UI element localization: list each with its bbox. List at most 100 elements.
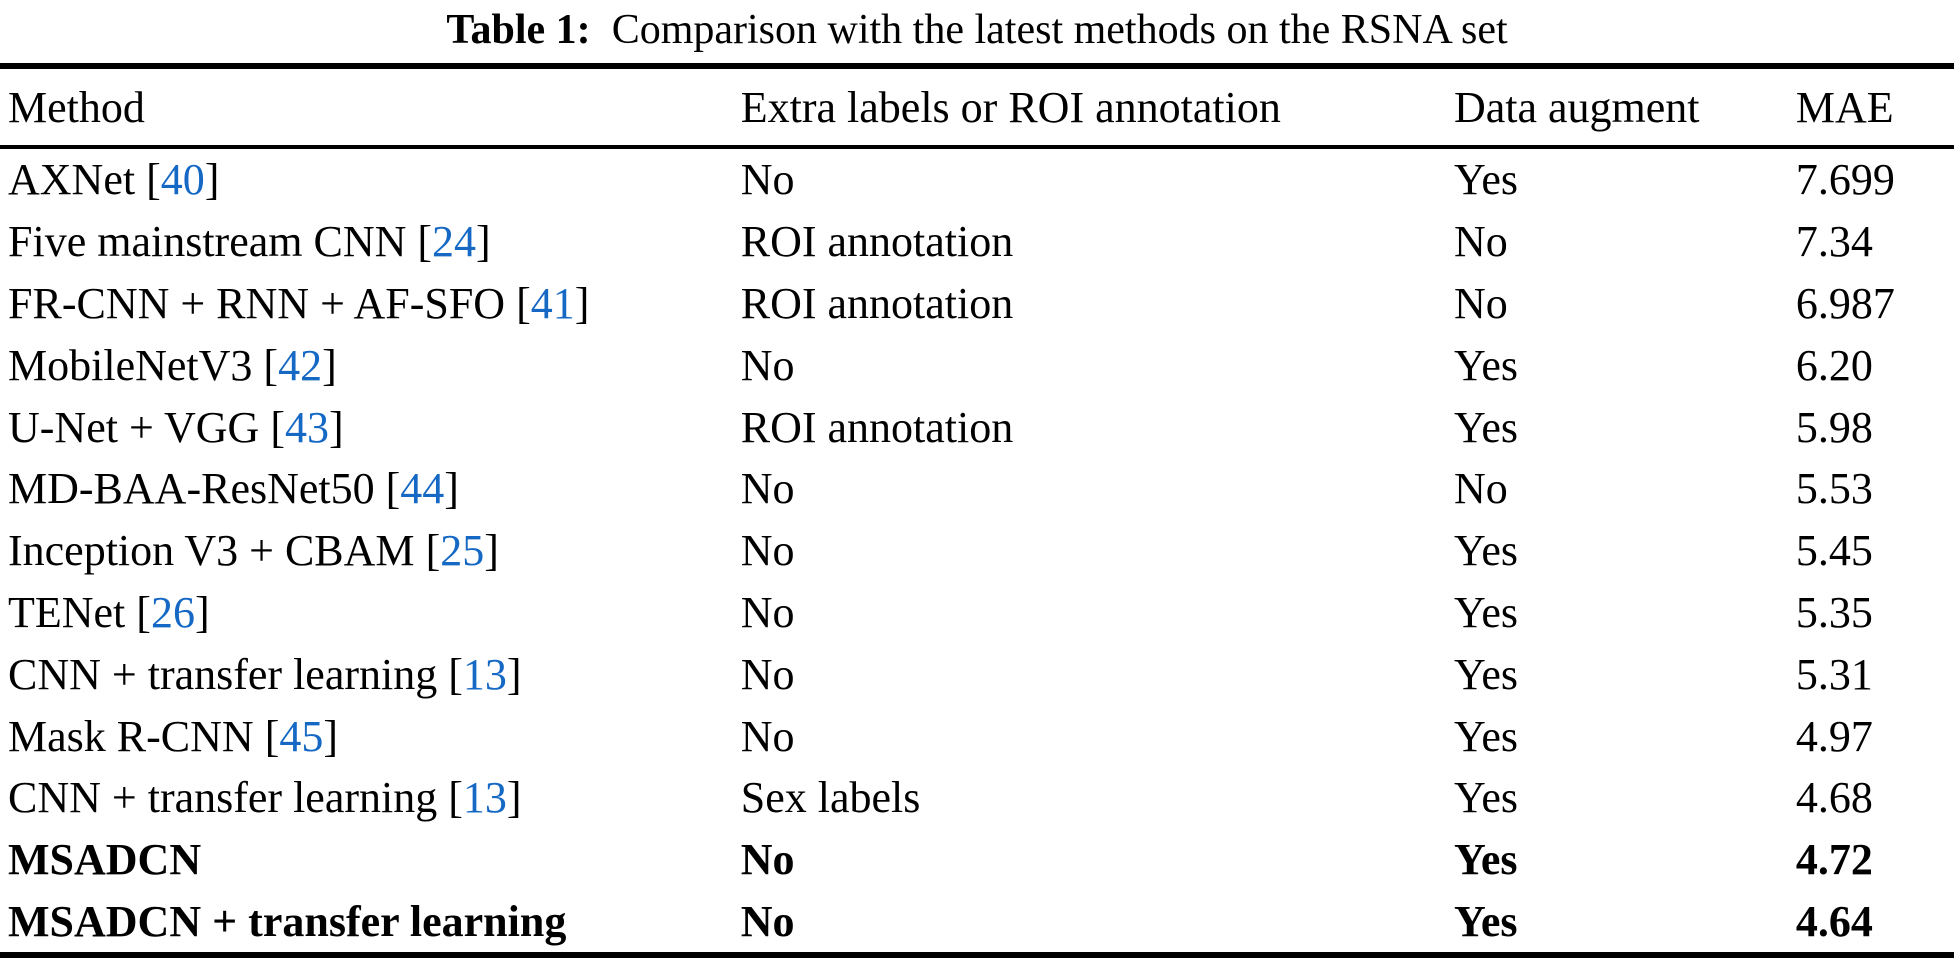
extra-labels-cell: No bbox=[740, 649, 795, 699]
extra-labels-cell: No bbox=[740, 896, 795, 946]
data-augment-cell: Yes bbox=[1453, 402, 1518, 452]
mae-cell: 5.35 bbox=[1795, 587, 1873, 637]
method-cell: CNN + transfer learning [13] bbox=[8, 773, 522, 823]
mae-cell: 5.98 bbox=[1795, 402, 1873, 452]
extra-labels-cell: No bbox=[740, 340, 795, 390]
citation-link[interactable]: 40 bbox=[160, 155, 205, 205]
data-augment-cell: Yes bbox=[1453, 526, 1518, 576]
citation-link[interactable]: 41 bbox=[530, 278, 575, 328]
data-augment-cell: Yes bbox=[1453, 711, 1518, 761]
extra-labels-cell: No bbox=[740, 835, 795, 885]
data-augment-cell: No bbox=[1453, 464, 1508, 514]
method-cell: MSADCN bbox=[0, 829, 733, 891]
extra-labels-cell: No bbox=[740, 711, 795, 761]
table-row: MSADCN No Yes 4.72 bbox=[0, 829, 1954, 891]
table-row: CNN + transfer learning [13] Sex labels Ye… bbox=[0, 767, 1954, 829]
citation-link[interactable]: 13 bbox=[462, 773, 507, 823]
data-augment-cell: Yes bbox=[1453, 835, 1518, 885]
mae-cell: 5.53 bbox=[1795, 464, 1873, 514]
table-row: Five mainstream CNN [24] ROI annotation No… bbox=[0, 211, 1954, 273]
extra-labels-cell: Sex labels bbox=[740, 773, 921, 823]
table-row: AXNet [40] No Yes 7.699 bbox=[0, 147, 1954, 211]
method-name: Inception V3 + CBAM bbox=[8, 526, 415, 576]
citation-link[interactable]: 26 bbox=[150, 587, 195, 637]
table-row: TENet [26] No Yes 5.35 bbox=[0, 582, 1954, 644]
table-header-row: Method Extra labels or ROI annotation Da… bbox=[0, 66, 1954, 149]
data-augment-cell: Yes bbox=[1453, 773, 1518, 823]
method-cell: MobileNetV3 [42] bbox=[8, 340, 337, 390]
method-name: MSADCN + transfer learning bbox=[8, 896, 567, 946]
table-row: CNN + transfer learning [13] No Yes 5.31 bbox=[0, 643, 1954, 705]
mae-cell: 6.20 bbox=[1795, 340, 1873, 390]
table-caption-body: Comparison with the latest methods on th… bbox=[611, 7, 1508, 53]
mae-cell: 7.699 bbox=[1795, 155, 1895, 205]
table-row: FR-CNN + RNN + AF-SFO [41] ROI annotation… bbox=[0, 273, 1954, 335]
method-name: MSADCN bbox=[8, 835, 202, 885]
table-row: Mask R-CNN [45] No Yes 4.97 bbox=[0, 705, 1954, 767]
method-name: Mask R-CNN bbox=[8, 711, 254, 761]
mae-cell: 4.68 bbox=[1795, 773, 1873, 823]
table-row: MobileNetV3 [42] No Yes 6.20 bbox=[0, 334, 1954, 396]
table-caption: Table 1: Comparison with the latest meth… bbox=[0, 2, 1954, 58]
column-header-method: Method bbox=[0, 66, 733, 149]
table-caption-text bbox=[601, 7, 612, 53]
citation-link[interactable]: 43 bbox=[284, 402, 329, 452]
mae-cell: 7.34 bbox=[1795, 217, 1873, 267]
data-augment-cell: No bbox=[1453, 217, 1508, 267]
extra-labels-cell: No bbox=[740, 526, 795, 576]
citation-link[interactable]: 25 bbox=[440, 526, 485, 576]
method-cell: Five mainstream CNN [24] bbox=[8, 217, 491, 267]
mae-cell: 4.97 bbox=[1795, 711, 1873, 761]
extra-labels-cell: No bbox=[740, 464, 795, 514]
method-name: Five mainstream CNN bbox=[8, 217, 407, 267]
mae-cell: 6.987 bbox=[1795, 278, 1895, 328]
method-cell: U-Net + VGG [43] bbox=[8, 402, 344, 452]
table-row: Inception V3 + CBAM [25] No Yes 5.45 bbox=[0, 520, 1954, 582]
method-name: U-Net + VGG bbox=[8, 402, 260, 452]
method-name: AXNet bbox=[8, 155, 136, 205]
table-body: AXNet [40] No Yes 7.699 Five mainstream CNN … bbox=[0, 147, 1954, 955]
citation-link[interactable]: 45 bbox=[279, 711, 324, 761]
table-caption-label: Table 1: bbox=[446, 7, 591, 53]
method-name: TENet bbox=[8, 587, 126, 637]
data-augment-cell: Yes bbox=[1453, 587, 1518, 637]
data-augment-cell: Yes bbox=[1453, 649, 1518, 699]
data-augment-cell: Yes bbox=[1453, 340, 1518, 390]
method-cell: CNN + transfer learning [13] bbox=[8, 649, 522, 699]
extra-labels-cell: No bbox=[740, 587, 795, 637]
data-augment-cell: No bbox=[1453, 278, 1508, 328]
mae-cell: 5.31 bbox=[1795, 649, 1873, 699]
table-row: MD-BAA-ResNet50 [44] No No 5.53 bbox=[0, 458, 1954, 520]
citation-link[interactable]: 13 bbox=[462, 649, 507, 699]
column-header-extra: Extra labels or ROI annotation bbox=[732, 66, 1446, 149]
method-cell: FR-CNN + RNN + AF-SFO [41] bbox=[8, 278, 590, 328]
method-cell: Mask R-CNN [45] bbox=[8, 711, 338, 761]
method-cell: MSADCN + transfer learning bbox=[0, 891, 733, 956]
table-row: MSADCN + transfer learning No Yes 4.64 bbox=[0, 891, 1954, 956]
method-cell: Inception V3 + CBAM [25] bbox=[8, 526, 499, 576]
column-header-augment: Data augment bbox=[1445, 66, 1788, 149]
extra-labels-cell: ROI annotation bbox=[740, 402, 1014, 452]
method-name: FR-CNN + RNN + AF-SFO bbox=[8, 278, 506, 328]
data-augment-cell: Yes bbox=[1453, 155, 1518, 205]
mae-cell: 4.64 bbox=[1795, 896, 1873, 946]
method-cell: AXNet [40] bbox=[8, 155, 220, 205]
data-augment-cell: Yes bbox=[1453, 896, 1518, 946]
extra-labels-cell: No bbox=[740, 155, 795, 205]
method-name: MobileNetV3 bbox=[8, 340, 253, 390]
citation-link[interactable]: 44 bbox=[400, 464, 445, 514]
extra-labels-cell: ROI annotation bbox=[740, 278, 1014, 328]
comparison-table: Method Extra labels or ROI annotation Da… bbox=[0, 63, 1954, 959]
column-header-mae: MAE bbox=[1787, 66, 1954, 149]
method-cell: MD-BAA-ResNet50 [44] bbox=[8, 464, 459, 514]
table-row: U-Net + VGG [43] ROI annotation Yes 5.98 bbox=[0, 396, 1954, 458]
citation-link[interactable]: 42 bbox=[278, 340, 323, 390]
mae-cell: 5.45 bbox=[1795, 526, 1873, 576]
method-cell: TENet [26] bbox=[8, 587, 210, 637]
method-name: CNN + transfer learning bbox=[8, 649, 438, 699]
mae-cell: 4.72 bbox=[1795, 835, 1873, 885]
citation-link[interactable]: 24 bbox=[432, 217, 477, 267]
method-name: CNN + transfer learning bbox=[8, 773, 438, 823]
method-name: MD-BAA-ResNet50 bbox=[8, 464, 375, 514]
